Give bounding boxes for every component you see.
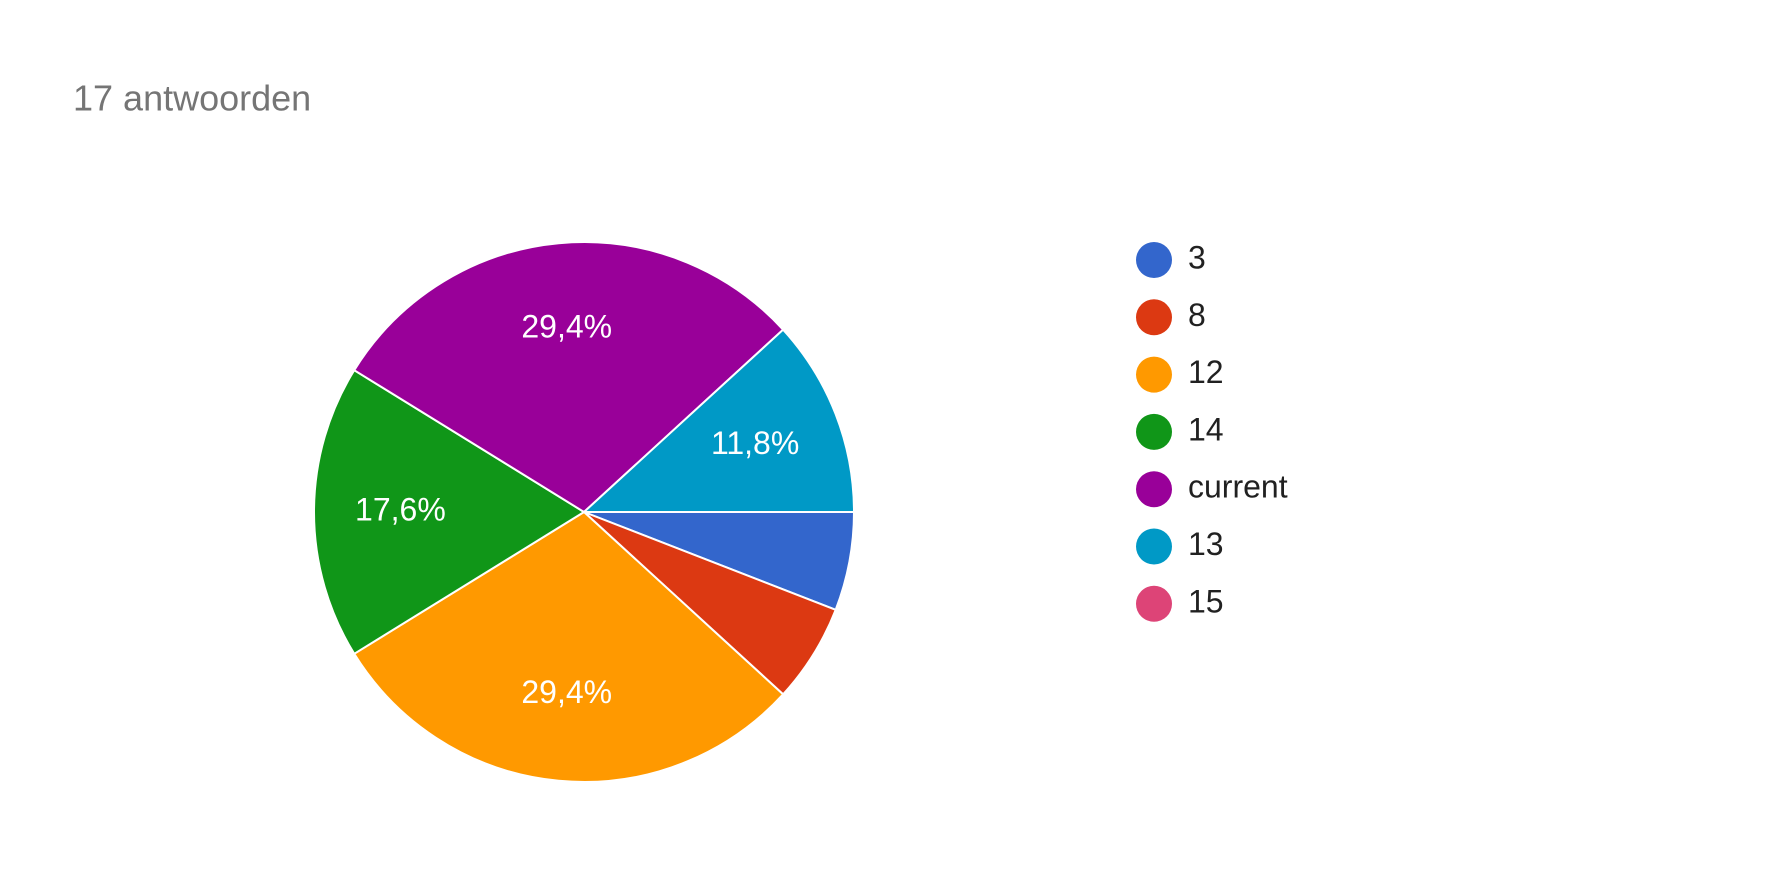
- slice-label: 29,4%: [521, 309, 612, 345]
- legend-swatch: [1136, 528, 1172, 565]
- legend-swatch: [1136, 413, 1172, 450]
- legend-swatch: [1136, 242, 1172, 278]
- chart-title: 17 antwoorden: [73, 78, 311, 119]
- legend-label: 13: [1188, 526, 1224, 562]
- pie-slice: [312, 368, 586, 656]
- pie-slice: [581, 328, 856, 513]
- legend-swatch: [1136, 356, 1172, 393]
- legend-swatch: [1136, 585, 1172, 622]
- pie-slice: [352, 510, 785, 783]
- pie-slice: [352, 241, 785, 514]
- legend-label: 15: [1188, 583, 1224, 619]
- legend-swatch: [1136, 471, 1172, 508]
- slice-label: 11,8%: [711, 425, 799, 461]
- slice-label: 29,4%: [521, 674, 612, 710]
- legend-swatch: [1136, 299, 1172, 336]
- slice-label: 17,6%: [355, 491, 446, 527]
- legend-label: 14: [1188, 411, 1224, 447]
- legend-label: current: [1188, 469, 1288, 505]
- legend-label: 8: [1188, 297, 1206, 333]
- legend-label: 3: [1188, 239, 1206, 275]
- legend-label: 12: [1188, 354, 1224, 390]
